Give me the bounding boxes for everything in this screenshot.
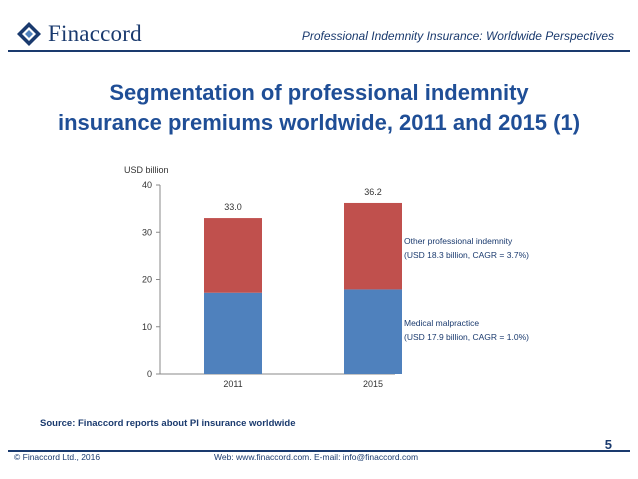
contact-text: Web: www.finaccord.com. E-mail: info@fin… bbox=[214, 452, 419, 462]
legend-other-pi-line-1: Other professional indemnity bbox=[404, 236, 513, 246]
y-axis-label: USD billion bbox=[124, 165, 169, 175]
bar-total-label: 36.2 bbox=[364, 187, 382, 197]
slide-title-line-1: Segmentation of professional indemnity bbox=[109, 80, 529, 105]
legend-medical-line-1: Medical malpractice bbox=[404, 318, 479, 328]
bar-total-label: 33.0 bbox=[224, 202, 242, 212]
bar-other-professional-indemnity bbox=[204, 218, 262, 293]
y-tick-label: 40 bbox=[142, 180, 152, 190]
x-tick-label: 2015 bbox=[363, 379, 383, 389]
bar-medical-malpractice bbox=[344, 289, 402, 374]
x-tick-label: 2011 bbox=[223, 379, 242, 389]
y-tick-label: 0 bbox=[147, 369, 152, 379]
finaccord-logo-icon bbox=[17, 22, 41, 46]
slide-title-line-2: insurance premiums worldwide, 2011 and 2… bbox=[57, 110, 581, 135]
y-tick-label: 20 bbox=[142, 275, 152, 285]
copyright-text: © Finaccord Ltd., 2016 bbox=[14, 452, 101, 462]
report-title: Professional Indemnity Insurance: Worldw… bbox=[301, 29, 614, 43]
y-tick-label: 10 bbox=[142, 322, 152, 332]
legend-medical-line-2: (USD 17.9 billion, CAGR = 1.0%) bbox=[404, 332, 529, 342]
bar-other-professional-indemnity bbox=[344, 202, 402, 290]
slide-title: Segmentation of professional indemnity i… bbox=[0, 78, 638, 138]
page-number: 5 bbox=[604, 437, 612, 452]
footer-divider bbox=[8, 450, 630, 452]
finaccord-logo: Finaccord bbox=[16, 14, 142, 54]
bar-medical-malpractice bbox=[204, 292, 262, 374]
y-tick-label: 30 bbox=[142, 227, 152, 237]
header-divider bbox=[8, 50, 630, 52]
logo-text: Finaccord bbox=[48, 21, 142, 46]
legend-other-pi-line-2: (USD 18.3 billion, CAGR = 3.7%) bbox=[404, 250, 529, 260]
source-note: Source: Finaccord reports about PI insur… bbox=[40, 418, 296, 429]
